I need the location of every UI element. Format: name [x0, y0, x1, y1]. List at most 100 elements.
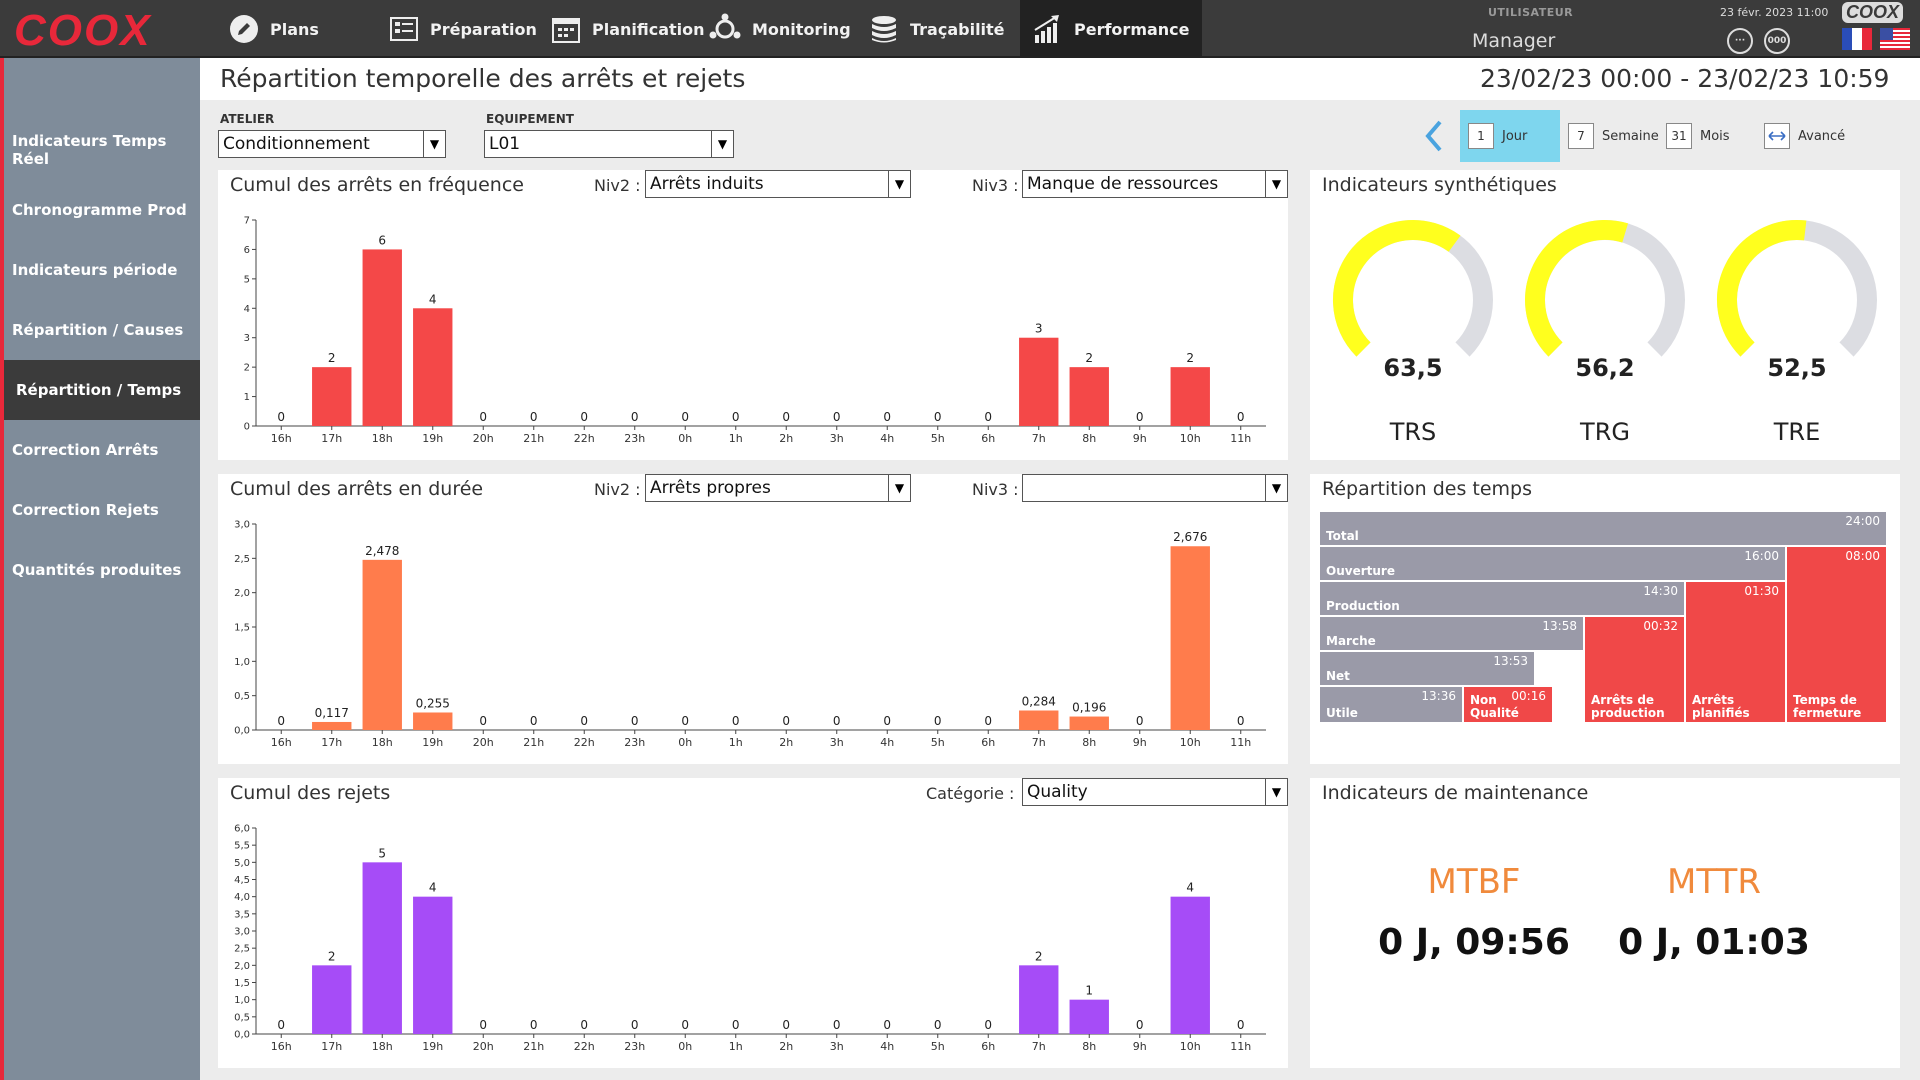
x-tick-label: 11h — [1230, 736, 1251, 749]
x-tick-label: 0h — [678, 736, 692, 749]
period-semaine-button[interactable]: 7 Semaine — [1568, 110, 1659, 162]
bar — [1019, 337, 1059, 426]
trg-value: 56,2 — [1575, 354, 1635, 382]
x-tick-label: 21h — [523, 1040, 544, 1053]
atelier-select[interactable]: Conditionnement ▼ — [218, 130, 446, 158]
utile-value: 13:36 — [1421, 689, 1456, 703]
total-label: Total — [1326, 529, 1359, 543]
bar — [1170, 546, 1210, 730]
data-label: 0 — [883, 714, 891, 728]
chevron-down-icon[interactable]: ▼ — [711, 131, 733, 157]
y-tick-label: 4 — [244, 304, 250, 315]
niv2-select[interactable]: Arrêts propres ▼ — [645, 474, 911, 502]
ouverture-label: Ouverture — [1326, 564, 1395, 578]
data-label: 0 — [631, 714, 639, 728]
chevron-down-icon[interactable]: ▼ — [1265, 475, 1287, 501]
mttr-value: 0 J, 01:03 — [1618, 922, 1810, 963]
sidebar-item-repartition-causes[interactable]: Répartition / Causes — [4, 300, 200, 360]
data-label: 0 — [1136, 1018, 1144, 1032]
chevron-down-icon[interactable]: ▼ — [888, 475, 910, 501]
y-tick-label: 1,0 — [234, 657, 250, 668]
french-flag-icon[interactable] — [1842, 28, 1872, 50]
x-tick-label: 22h — [574, 1040, 595, 1053]
x-tick-label: 16h — [271, 432, 292, 445]
niv3-select[interactable]: ▼ — [1022, 474, 1288, 502]
chevron-down-icon[interactable]: ▼ — [1265, 779, 1287, 805]
x-tick-label: 19h — [422, 432, 443, 445]
nav-plans-label: Plans — [270, 19, 319, 39]
bar — [413, 308, 453, 426]
time-block-total: 24:00 Total — [1320, 512, 1886, 545]
mtbf-label: MTBF — [1427, 862, 1521, 902]
nav-plans[interactable]: Plans — [228, 0, 319, 58]
chevron-down-icon[interactable]: ▼ — [423, 131, 445, 157]
data-label: 0 — [984, 410, 992, 424]
tre-value: 52,5 — [1767, 354, 1827, 382]
sidebar-item-chronogramme-prod[interactable]: Chronogramme Prod — [4, 180, 200, 240]
bar — [1069, 716, 1109, 730]
niv3-value: Manque de ressources — [1027, 174, 1219, 194]
time-block-non-qualite: 00:16 Non Qualité — [1464, 687, 1552, 722]
data-label: 0 — [479, 1018, 487, 1032]
x-tick-label: 17h — [321, 432, 342, 445]
nav-preparation[interactable]: Préparation — [388, 0, 537, 58]
x-tick-label: 3h — [830, 1040, 844, 1053]
tre-label: TRE — [1773, 418, 1821, 446]
atelier-label: ATELIER — [220, 112, 275, 126]
sidebar-item-correction-rejets[interactable]: Correction Rejets — [4, 480, 200, 540]
nav-planification[interactable]: Planification — [550, 0, 705, 58]
chevron-down-icon[interactable]: ▼ — [888, 171, 910, 197]
gauge-fill — [1717, 220, 1807, 357]
us-flag-icon[interactable] — [1880, 28, 1910, 50]
mtbf-value: 0 J, 09:56 — [1378, 922, 1570, 963]
equipement-value: L01 — [489, 134, 521, 154]
data-label: 2 — [328, 351, 336, 365]
mttr-label: MTTR — [1667, 862, 1761, 902]
x-tick-label: 21h — [523, 432, 544, 445]
categorie-select[interactable]: Quality ▼ — [1022, 778, 1288, 806]
more-icon[interactable]: ··· — [1727, 28, 1753, 54]
panel-title: Cumul des arrêts en fréquence — [230, 174, 524, 196]
x-tick-label: 22h — [574, 432, 595, 445]
equipement-select[interactable]: L01 ▼ — [484, 130, 734, 158]
period-avance-button[interactable]: Avancé — [1764, 110, 1845, 162]
sidebar-item-repartition-temps[interactable]: Répartition / Temps — [4, 360, 200, 420]
data-label: 0 — [580, 410, 588, 424]
x-tick-label: 20h — [473, 736, 494, 749]
chevron-down-icon[interactable]: ▼ — [1265, 171, 1287, 197]
data-label: 0 — [479, 410, 487, 424]
panel-title: Cumul des rejets — [230, 782, 391, 804]
categorie-value: Quality — [1027, 782, 1088, 802]
nav-tracabilite[interactable]: Traçabilité — [868, 0, 1005, 58]
x-tick-label: 19h — [422, 1040, 443, 1053]
panel-arrets-duree: Cumul des arrêts en durée Niv2 : Arrêts … — [218, 474, 1288, 764]
data-label: 0 — [277, 410, 285, 424]
time-block-utile: 13:36 Utile — [1320, 687, 1462, 722]
date-range: 23/02/23 00:00 - 23/02/23 10:59 — [1480, 64, 1890, 93]
x-tick-label: 2h — [779, 736, 793, 749]
gauges-area — [1332, 220, 1877, 357]
time-block-fermeture: 08:00 Temps de fermeture — [1787, 547, 1886, 722]
data-label: 2 — [1085, 351, 1093, 365]
sidebar-item-quantites-produites[interactable]: Quantités produites — [4, 540, 200, 600]
sidebar-item-indicateurs-temps-reel[interactable]: Indicateurs Temps Réel — [4, 120, 200, 180]
panel-title: Indicateurs synthétiques — [1322, 174, 1557, 196]
y-tick-label: 0 — [244, 422, 250, 433]
nav-monitoring[interactable]: Monitoring — [708, 0, 851, 58]
sidebar-item-correction-arrets[interactable]: Correction Arrêts — [4, 420, 200, 480]
coox-logo-small: COOX — [1842, 2, 1904, 23]
x-tick-label: 9h — [1133, 1040, 1147, 1053]
user-name[interactable]: Manager — [1472, 30, 1556, 52]
current-datetime: 23 févr. 2023 11:00 — [1720, 6, 1829, 19]
previous-period-icon[interactable] — [1422, 120, 1446, 152]
counter-icon[interactable]: 000 — [1764, 28, 1790, 54]
nav-performance[interactable]: Performance — [1020, 0, 1202, 58]
y-tick-label: 4,5 — [234, 875, 250, 886]
niv2-select[interactable]: Arrêts induits ▼ — [645, 170, 911, 198]
x-tick-label: 5h — [931, 432, 945, 445]
sidebar-item-indicateurs-periode[interactable]: Indicateurs période — [4, 240, 200, 300]
period-mois-button[interactable]: 31 Mois — [1666, 110, 1730, 162]
period-jour-button[interactable]: 1 Jour — [1468, 110, 1527, 162]
niv3-select[interactable]: Manque de ressources ▼ — [1022, 170, 1288, 198]
rejects-bar-chart: 0,0 0,5 1,0 1,5 2,0 2,5 3,0 3,5 4,0 4,5 5,0 5,5 6,0 1… — [234, 824, 1266, 1053]
